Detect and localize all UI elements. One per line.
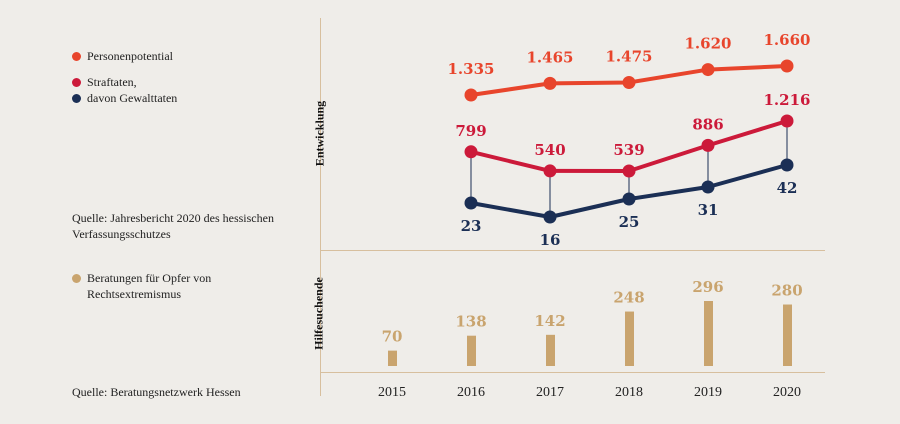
section-divider-vertical [320,18,321,396]
bar [467,335,476,366]
source-top-line-1: Quelle: Jahresbericht 2020 des hessische… [72,211,274,225]
bar-data-label: 280 [771,282,802,300]
straftaten-data-label: 799 [455,122,486,140]
bar [783,304,792,366]
legend-beratungen: Beratungen für Opfer von Rechtsextremism… [72,270,211,302]
bar-data-label: 296 [692,278,723,296]
x-tick-label: 2018 [615,385,643,400]
legend-straftaten: Straftaten, davon Gewalttaten [72,74,177,106]
gewalttaten-point [622,192,636,206]
personen-point [464,88,478,102]
personen-dot-icon [72,52,81,61]
straftaten-point [543,164,557,178]
bar [546,334,555,366]
bar [625,311,634,366]
gewalttaten-data-label: 42 [777,179,798,197]
straftaten-data-label: 1.216 [764,91,811,109]
legend-personenpotential: Personenpotential [72,48,173,64]
bar [704,301,713,366]
section-divider-horizontal [320,250,825,251]
gewalttaten-point [464,196,478,210]
bar-data-label: 142 [534,312,565,330]
x-tick-label: 2019 [694,385,722,400]
source-top-line-2: Verfassungsschutzes [72,227,171,241]
bar-data-label: 138 [455,313,486,331]
personen-data-label: 1.620 [685,35,732,53]
baseline [320,372,825,373]
gewalttaten-point [701,180,715,194]
legend-straftaten-label: Straftaten, [87,75,137,89]
straftaten-data-label: 886 [692,115,723,133]
gewalttaten-point [780,158,794,172]
source-bottom: Quelle: Beratungsnetzwerk Hessen [72,385,241,399]
personen-data-label: 1.335 [448,60,495,78]
bar-data-label: 248 [613,289,644,307]
personen-data-label: 1.660 [764,31,811,49]
beratungen-dot-icon [72,274,81,283]
legend-personen-label: Personenpotential [87,49,173,63]
x-tick-label: 2020 [773,385,801,400]
straftaten-point [780,114,794,128]
straftaten-data-label: 540 [534,141,565,159]
gewalttaten-data-label: 25 [619,213,640,231]
gewalttaten-data-label: 31 [698,201,719,219]
gewalttaten-data-label: 23 [461,217,482,235]
personen-data-label: 1.465 [527,48,574,66]
x-tick-label: 2016 [457,385,485,400]
bar-data-label: 70 [382,328,403,346]
legend-beratungen-label-1: Beratungen für Opfer von [87,271,212,285]
x-tick-label: 2017 [536,385,564,400]
straftaten-point [622,164,636,178]
gewalttaten-dot-icon [72,94,81,103]
personen-data-label: 1.475 [606,48,653,66]
bar [388,350,397,366]
legend-gewalttaten-label: davon Gewalttaten [87,91,178,105]
straftaten-point [464,145,478,159]
personen-point [622,76,636,90]
personen-point [701,63,715,77]
straftaten-dot-icon [72,78,81,87]
gewalttaten-data-label: 16 [540,231,561,249]
personen-point [543,76,557,90]
personen-point [780,59,794,73]
straftaten-data-label: 539 [613,141,644,159]
source-top: Quelle: Jahresbericht 2020 des hessische… [72,210,274,242]
gewalttaten-point [543,210,557,224]
legend-beratungen-label-2: Rechtsextremismus [87,287,181,301]
straftaten-point [701,138,715,152]
x-tick-label: 2015 [378,385,406,400]
